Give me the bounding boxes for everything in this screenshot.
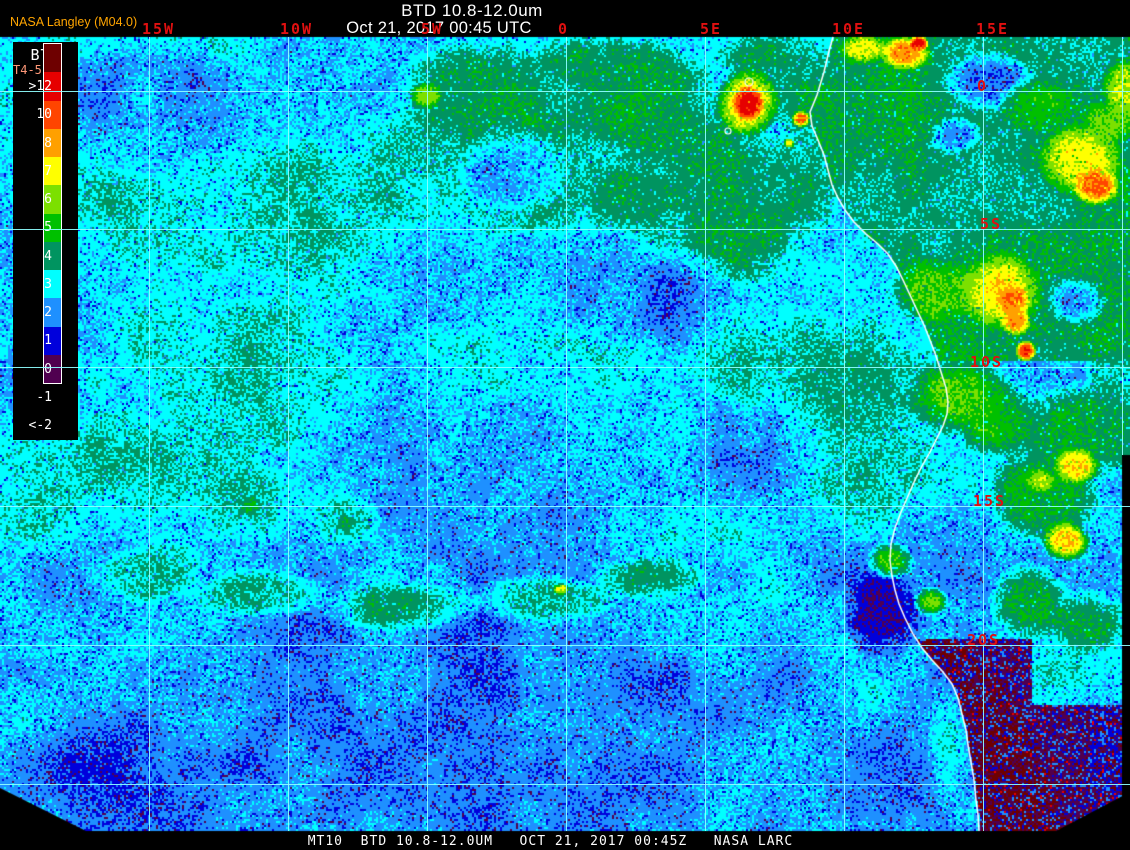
longitude-label: 15E (976, 20, 1010, 38)
footer-product-line: MT10 BTD 10.8-12.0UM OCT 21, 2017 00:45Z… (307, 834, 794, 849)
legend-swatch (44, 185, 61, 214)
nasa-langley-credit: NASA Langley (M04.0) (10, 15, 138, 29)
longitude-label: 5E (700, 20, 723, 38)
legend-tick-label: 2 (44, 305, 52, 320)
legend-tick-label: <-2 (28, 418, 52, 433)
latitude-label: 15S (973, 492, 1007, 510)
legend-swatch (44, 128, 61, 157)
legend-swatch (44, 298, 61, 327)
longitude-label: 10E (832, 20, 866, 38)
legend-swatch (44, 44, 61, 73)
legend-tick-label: 3 (44, 276, 52, 292)
longitude-label: 10W (280, 20, 314, 38)
legend-tick-label: 10 (36, 107, 52, 123)
grid-vline (427, 37, 428, 831)
legend-swatch (44, 213, 61, 242)
grid-hline (0, 506, 1130, 507)
legend-tick-label: 0 (44, 361, 52, 377)
legend-swatch (44, 270, 61, 299)
grid-vline (149, 37, 150, 831)
grid-vline (705, 37, 706, 831)
legend-swatch (44, 241, 61, 270)
legend-tick-label: -1 (36, 389, 52, 405)
grid-vline (566, 37, 567, 831)
legend-tick-label: 8 (44, 135, 52, 151)
longitude-label: 15W (142, 20, 176, 38)
longitude-label: 5W (421, 20, 444, 38)
legend-color-bar (43, 43, 62, 384)
legend-tick-label: 4 (44, 248, 52, 264)
page-title: BTD 10.8-12.0um (401, 1, 543, 20)
grid-hline (0, 91, 1130, 92)
grid-hline (0, 784, 1130, 785)
legend-tick-label: 7 (44, 163, 52, 179)
grid-hline (0, 367, 1130, 368)
grid-hline (0, 645, 1130, 646)
grid-vline (1122, 37, 1123, 455)
timestamp: Oct 21, 2017 00:45 UTC (346, 19, 532, 37)
legend-swatch (44, 157, 61, 186)
legend-tick-label: 5 (44, 220, 52, 236)
legend-tick-label: >12 (28, 79, 52, 94)
latitude-label: 0 (977, 77, 989, 95)
latitude-label: 20S (967, 631, 1001, 649)
legend-swatch (44, 72, 61, 101)
grid-vline (983, 37, 984, 831)
grid-vline (288, 37, 289, 831)
longitude-label: 0 (558, 20, 570, 38)
legend-swatch (44, 354, 61, 383)
latitude-label: 10S (970, 353, 1004, 371)
grid-hline (0, 229, 1130, 230)
legend-swatch (44, 326, 61, 355)
legend-tick-label: 6 (44, 192, 52, 207)
legend-tick-label: 1 (44, 333, 52, 349)
grid-vline (844, 37, 845, 831)
footer-bar: MT10 BTD 10.8-12.0UM OCT 21, 2017 00:45Z… (0, 832, 1130, 850)
latitude-label: 5S (980, 215, 1003, 233)
legend-swatch (44, 100, 61, 129)
